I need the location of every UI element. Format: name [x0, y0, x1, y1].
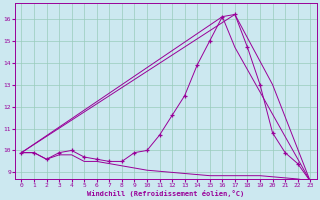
X-axis label: Windchill (Refroidissement éolien,°C): Windchill (Refroidissement éolien,°C) — [87, 190, 244, 197]
